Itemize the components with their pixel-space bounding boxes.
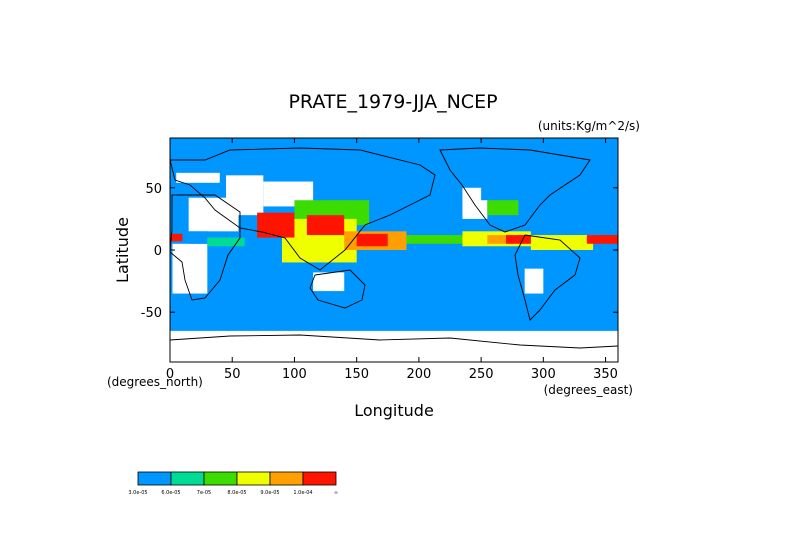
x-tick-label: 50	[224, 367, 241, 382]
field-region-23	[506, 235, 531, 244]
chart-title: PRATE_1979-JJA_NCEP	[288, 91, 497, 113]
x-tick-label: 100	[282, 367, 307, 382]
colorbar: 3.0e-05 6.0e-05 7e-05 8.0e-05 9.0e-05 1.0e-04…	[128, 471, 338, 496]
axis-ticks	[169, 138, 618, 362]
colorbar-swatch-4	[269, 471, 304, 486]
units-label: (units:Kg/m^2/s)	[538, 119, 640, 133]
coast-north-america	[439, 147, 591, 233]
field-region-21	[306, 215, 345, 236]
field-region-25	[170, 233, 183, 242]
x-axis-label: Longitude	[354, 401, 434, 420]
field-region-10	[207, 237, 245, 247]
field-region-20	[257, 212, 295, 238]
x-tick-label: 150	[344, 367, 369, 382]
field-region-8	[176, 172, 220, 183]
coast-south-america	[514, 234, 581, 321]
y-tick-label: 50	[145, 182, 162, 197]
field-region-24	[586, 235, 618, 244]
colorbar-swatch-2	[203, 471, 238, 486]
coastlines	[169, 147, 619, 349]
coast-eurasia	[169, 147, 436, 271]
colorbar-swatch-3	[236, 471, 271, 486]
x-tick-label: 300	[531, 367, 556, 382]
field-region-12	[487, 200, 519, 216]
field-region-5	[313, 272, 345, 292]
x-tick-labels: 0 50 100 150 200 250 300 350	[166, 367, 618, 382]
y-tick-label: 0	[154, 244, 162, 259]
field-region-16	[406, 235, 482, 244]
x-tick-label: 350	[593, 367, 618, 382]
field-region-9	[188, 231, 208, 244]
colorbar-swatch-1	[170, 471, 205, 486]
colorbar-swatch-0	[137, 471, 172, 486]
colorbar-label-3: 8.0e-05	[227, 490, 246, 496]
precipitation-field	[170, 138, 618, 362]
field-region-3	[226, 175, 264, 216]
x-tick-label: 0	[166, 367, 174, 382]
y-unit-note: (degrees_north)	[107, 375, 203, 389]
colorbar-label-2: 7e-05	[197, 490, 211, 496]
y-tick-labels: -50 0 50	[141, 182, 162, 321]
colorbar-swatch-5	[302, 471, 337, 486]
field-region-19	[530, 235, 594, 250]
colorbar-label-1: 6.0e-05	[161, 490, 180, 496]
y-tick-label: -50	[141, 306, 162, 321]
colorbar-label-4: 9.0e-05	[260, 490, 279, 496]
field-region-22	[356, 233, 388, 247]
plot-area	[169, 137, 619, 363]
colorbar-label-0: 3.0e-05	[128, 490, 147, 496]
coast-antarctica	[169, 334, 619, 349]
field-region-1	[172, 243, 208, 294]
coast-australia	[309, 269, 366, 309]
field-region-11	[481, 185, 531, 201]
colorbar-label-5: 1.0e-04	[293, 490, 312, 496]
field-region-7	[524, 268, 544, 294]
y-axis-label: Latitude	[113, 217, 132, 283]
x-tick-label: 200	[406, 367, 431, 382]
colorbar-label-6: ∞	[334, 490, 338, 496]
x-tick-label: 250	[469, 367, 494, 382]
x-unit-note: (degrees_east)	[544, 383, 633, 397]
